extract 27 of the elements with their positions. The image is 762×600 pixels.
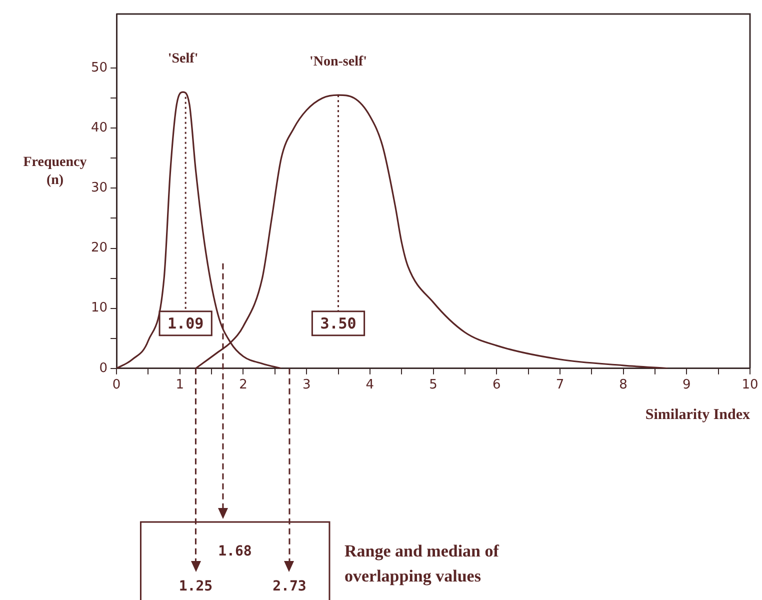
text: 'Self' — [168, 52, 198, 67]
x-tick-label: 3 — [302, 378, 311, 393]
y-axis-title: Frequency (n) — [23, 154, 87, 188]
ref-line-label: 1.68 — [218, 544, 252, 560]
x-tick-label: 7 — [556, 378, 564, 393]
ref-line-label: 1.25 — [178, 578, 213, 595]
x-tick-label: 2 — [239, 378, 248, 393]
x-tick-label: 10 — [742, 378, 758, 393]
ref-line-label: 2.73 — [272, 578, 306, 595]
text: Range and median of overlapping values — [344, 541, 500, 586]
y-tick-label: 10 — [90, 300, 108, 316]
y-tick-label: 20 — [90, 240, 108, 256]
x-tick-label: 0 — [112, 378, 121, 393]
x-tick-label: 9 — [682, 378, 691, 393]
ref-line-label: 3.50 — [320, 314, 356, 332]
x-tick-label: 6 — [492, 378, 501, 393]
y-tick-label: 50 — [90, 60, 108, 76]
ref-line-label: 1.09 — [168, 314, 204, 332]
y-tick-label: 30 — [90, 180, 108, 196]
x-tick-label: 5 — [429, 378, 438, 393]
y-tick-label: 40 — [90, 120, 108, 136]
text: 'Non-self' — [309, 54, 368, 70]
x-tick-label: 8 — [619, 378, 628, 393]
y-tick-label: 0 — [99, 360, 108, 376]
x-axis-title: Similarity Index — [645, 406, 750, 423]
x-tick-label: 4 — [366, 378, 374, 393]
x-tick-label: 1 — [176, 378, 184, 393]
